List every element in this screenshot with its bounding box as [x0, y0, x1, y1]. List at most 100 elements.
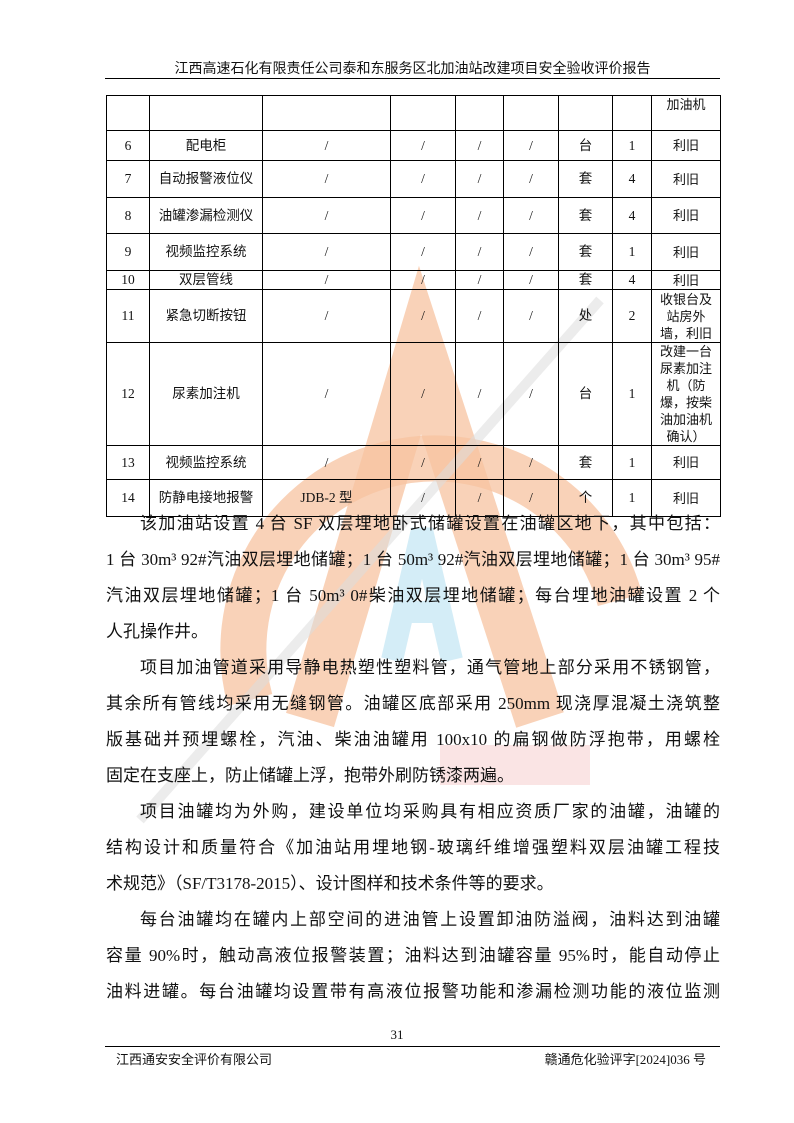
- text-line: 术规范》（SF/T3178-2015）、设计图样和技术条件等的要求。: [106, 874, 554, 893]
- cell-unit: 套: [558, 270, 613, 290]
- cell-c6: /: [503, 197, 559, 234]
- text-line: 该加油站设置 4 台 SF 双层埋地卧式储罐设置在油罐区地下，其中包括：: [140, 514, 720, 533]
- cell-c6: /: [503, 160, 559, 198]
- footer-divider: [105, 1046, 720, 1047]
- cell-c4: /: [390, 445, 456, 480]
- text-line: 1 台 30m³ 92#汽油双层埋地储罐；1 台 50m³ 92#汽油双层埋地储…: [106, 550, 720, 569]
- cell-qty: [612, 95, 652, 131]
- text-line: 其余所有管线均采用无缝钢管。油罐区底部采用 250mm 现浇厚混凝土浇筑整: [106, 694, 720, 713]
- cell-c6: /: [503, 270, 559, 290]
- cell-c5: /: [455, 160, 504, 198]
- cell-unit: 套: [558, 160, 613, 198]
- body-text: 该加油站设置 4 台 SF 双层埋地卧式储罐设置在油罐区地下，其中包括： 1 台 …: [106, 506, 720, 1010]
- cell-c4: /: [390, 160, 456, 198]
- cell-c4: /: [390, 342, 456, 446]
- cell-no: 14: [106, 479, 150, 517]
- cell-qty: 4: [612, 270, 652, 290]
- text-line: 油料进罐。每台油罐均设置带有高液位报警功能和渗漏检测功能的液位监测: [106, 982, 720, 1001]
- table-row: 14 防静电接地报警 JDB-2 型 / / / 个 1 利旧: [106, 479, 721, 517]
- cell-c6: /: [503, 342, 559, 446]
- cell-remark: 利旧: [651, 197, 721, 234]
- cell-c5: /: [455, 342, 504, 446]
- equipment-table: 加油机 6 配电柜 / / / / 台 1 利旧 7 自动报警液位仪 / / / / 套 4 利旧 8 油罐渗漏检测仪 /…: [106, 95, 721, 517]
- text-line: 固定在支座上，防止储罐上浮，抱带外刷防锈漆两遍。: [106, 766, 514, 785]
- cell-c5: [455, 95, 504, 131]
- paragraph: 该加油站设置 4 台 SF 双层埋地卧式储罐设置在油罐区地下，其中包括： 1 台 …: [106, 506, 720, 650]
- table-row: 9 视频监控系统 / / / / 套 1 利旧: [106, 233, 721, 271]
- cell-remark: 利旧: [651, 479, 721, 517]
- cell-unit: 处: [558, 289, 613, 343]
- cell-c4: /: [390, 197, 456, 234]
- cell-unit: 套: [558, 197, 613, 234]
- cell-unit: [558, 95, 613, 131]
- cell-model: /: [262, 289, 391, 343]
- cell-model: /: [262, 130, 391, 161]
- cell-remark: 收银台及站房外墙，利旧: [651, 289, 721, 343]
- table-row: 8 油罐渗漏检测仪 / / / / 套 4 利旧: [106, 197, 721, 234]
- table-row: 12 尿素加注机 / / / / 台 1 改建一台尿素加注机（防爆，按柴油加油机确认）: [106, 342, 721, 446]
- cell-c6: /: [503, 445, 559, 480]
- cell-c4: /: [390, 289, 456, 343]
- cell-remark: 利旧: [651, 233, 721, 271]
- cell-c6: /: [503, 479, 559, 517]
- cell-no: 6: [106, 130, 150, 161]
- cell-c5: /: [455, 130, 504, 161]
- cell-no: [106, 95, 150, 131]
- cell-unit: 套: [558, 233, 613, 271]
- cell-name: [149, 95, 263, 131]
- paragraph: 项目加油管道采用导静电热塑性塑料管，通气管地上部分采用不锈钢管， 其余所有管线均采…: [106, 650, 720, 794]
- cell-c4: /: [390, 479, 456, 517]
- cell-model: /: [262, 445, 391, 480]
- cell-model: /: [262, 270, 391, 290]
- cell-c5: /: [455, 479, 504, 517]
- cell-name: 防静电接地报警: [149, 479, 263, 517]
- cell-name: 紧急切断按钮: [149, 289, 263, 343]
- cell-no: 9: [106, 233, 150, 271]
- cell-c6: /: [503, 289, 559, 343]
- cell-name: 配电柜: [149, 130, 263, 161]
- cell-qty: 1: [612, 342, 652, 446]
- cell-name: 视频监控系统: [149, 445, 263, 480]
- cell-c4: [390, 95, 456, 131]
- text-line: 版基础并预埋螺栓，汽油、柴油油罐用 100x10 的扁钢做防浮抱带，用螺栓: [106, 730, 720, 749]
- cell-c6: /: [503, 130, 559, 161]
- text-line: 汽油双层埋地储罐；1 台 50m³ 0#柴油双层埋地储罐；每台埋地油罐设置 2 …: [106, 586, 720, 605]
- text-line: 项目油罐均为外购，建设单位均采购具有相应资质厂家的油罐，油罐的: [140, 802, 720, 821]
- cell-model: /: [262, 197, 391, 234]
- cell-model: /: [262, 160, 391, 198]
- footer-doc-number: 赣通危化验评字[2024]036 号: [544, 1052, 706, 1067]
- footer-company: 江西通安安全评价有限公司: [116, 1052, 273, 1067]
- text-line: 结构设计和质量符合《加油站用埋地钢-玻璃纤维增强塑料双层油罐工程技: [106, 838, 720, 857]
- cell-name: 尿素加注机: [149, 342, 263, 446]
- table-row: 6 配电柜 / / / / 台 1 利旧: [106, 130, 721, 161]
- cell-model: /: [262, 342, 391, 446]
- cell-c5: /: [455, 289, 504, 343]
- cell-remark: 加油机: [651, 95, 721, 131]
- text-line: 项目加油管道采用导静电热塑性塑料管，通气管地上部分采用不锈钢管，: [140, 658, 720, 677]
- text-line: 容量 90%时，触动高液位报警装置；油料达到油罐容量 95%时，能自动停止: [106, 946, 720, 965]
- table-row: 加油机: [106, 95, 721, 131]
- cell-qty: 1: [612, 445, 652, 480]
- cell-remark: 利旧: [651, 445, 721, 480]
- cell-name: 自动报警液位仪: [149, 160, 263, 198]
- table-row: 7 自动报警液位仪 / / / / 套 4 利旧: [106, 160, 721, 198]
- page-header-title: 江西高速石化有限责任公司泰和东服务区北加油站改建项目安全验收评价报告: [174, 62, 651, 77]
- cell-c4: /: [390, 130, 456, 161]
- page-number: 31: [390, 1027, 404, 1042]
- table-row: 10 双层管线 / / / / 套 4 利旧: [106, 270, 721, 290]
- cell-unit: 套: [558, 445, 613, 480]
- cell-no: 11: [106, 289, 150, 343]
- cell-unit: 台: [558, 130, 613, 161]
- cell-no: 13: [106, 445, 150, 480]
- cell-remark: 利旧: [651, 160, 721, 198]
- table-row: 13 视频监控系统 / / / / 套 1 利旧: [106, 445, 721, 480]
- cell-name: 双层管线: [149, 270, 263, 290]
- cell-remark: 利旧: [651, 270, 721, 290]
- header-divider: [105, 78, 720, 79]
- cell-qty: 1: [612, 233, 652, 271]
- cell-c4: /: [390, 233, 456, 271]
- cell-model: JDB-2 型: [262, 479, 391, 517]
- cell-qty: 1: [612, 130, 652, 161]
- cell-c6: [503, 95, 559, 131]
- paragraph: 每台油罐均在罐内上部空间的进油管上设置卸油防溢阀，油料达到油罐 容量 90%时，触…: [106, 902, 720, 1010]
